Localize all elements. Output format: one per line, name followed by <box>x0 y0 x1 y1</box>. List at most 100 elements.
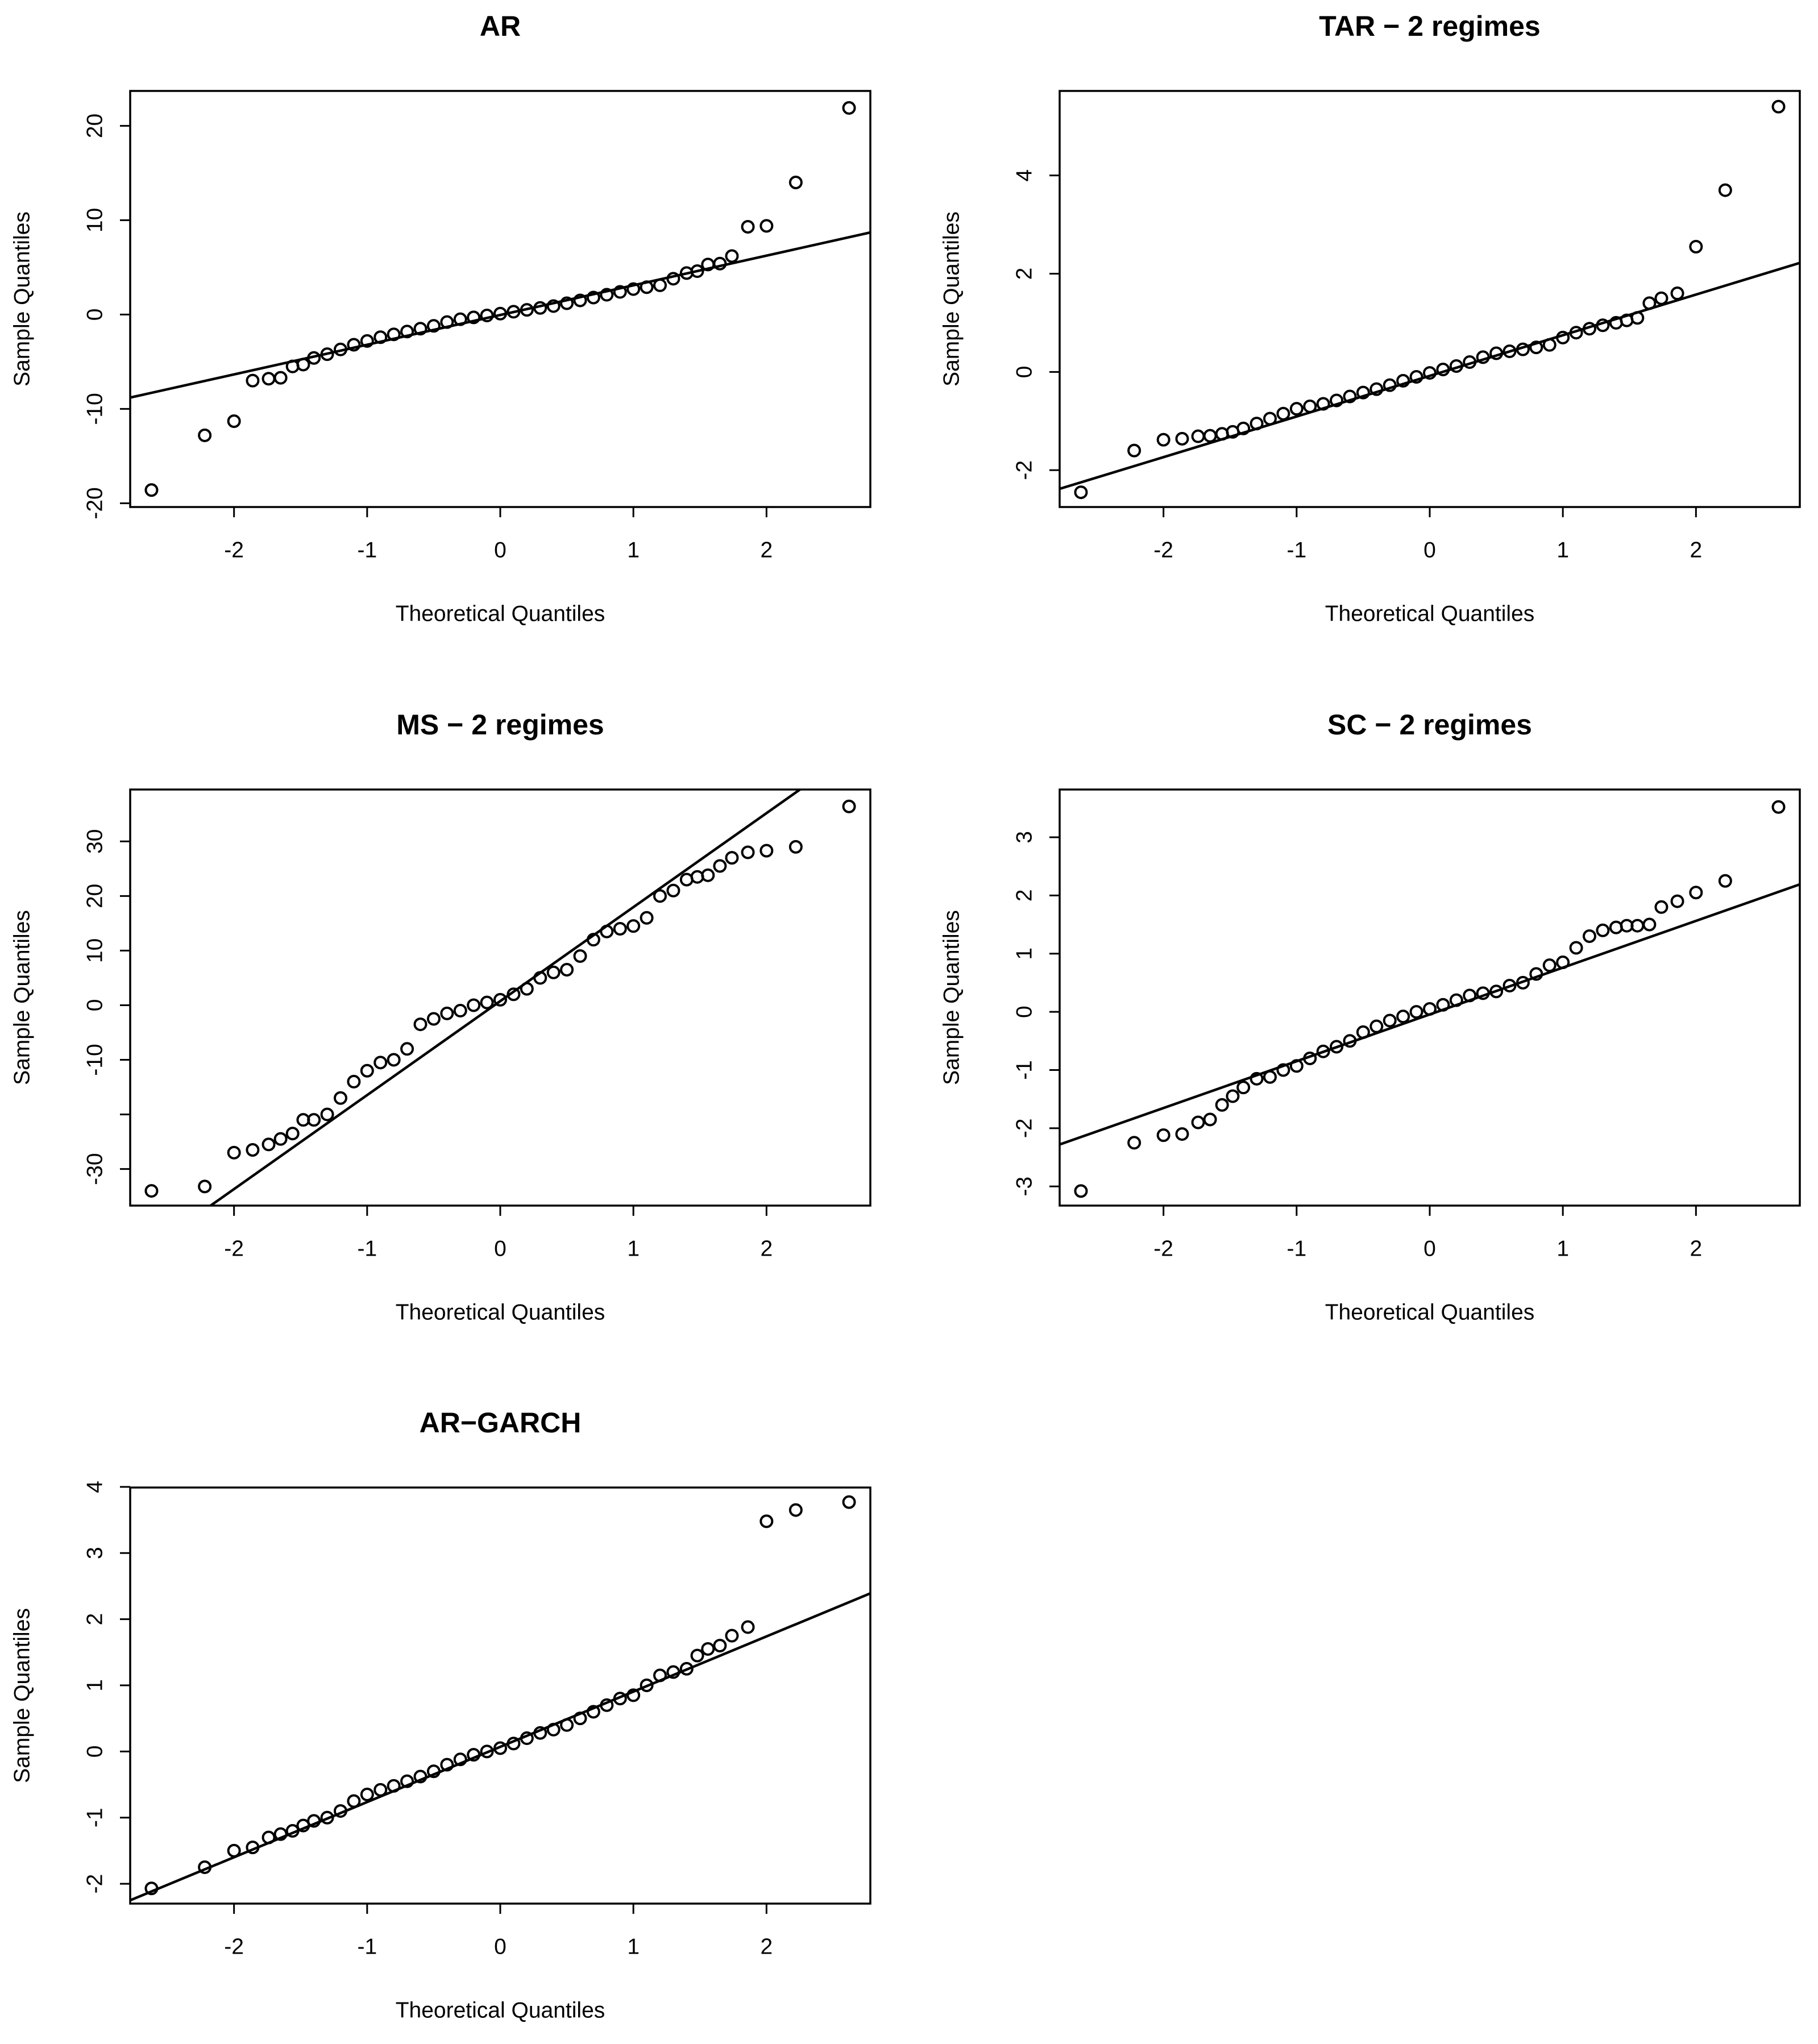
point <box>586 290 600 305</box>
point <box>725 851 739 865</box>
point <box>493 306 507 321</box>
panel: MS − 2 regimes Theoretical Quantiles Sampl… <box>10 709 871 1324</box>
point <box>1156 433 1171 447</box>
point <box>467 310 481 325</box>
point <box>600 924 614 938</box>
point <box>573 293 587 308</box>
x-tick-label: 0 <box>494 538 507 562</box>
point <box>387 1053 401 1067</box>
point <box>1175 431 1189 446</box>
point <box>713 859 727 873</box>
x-tick-label: 1 <box>627 538 640 562</box>
point <box>387 327 401 342</box>
point <box>533 301 547 315</box>
x-tick-label: 1 <box>1556 1236 1569 1261</box>
point <box>1670 286 1684 301</box>
point <box>701 1642 715 1656</box>
point <box>227 414 241 428</box>
point <box>586 933 600 947</box>
point <box>333 342 347 356</box>
point <box>285 1127 300 1141</box>
point <box>273 1132 288 1146</box>
point <box>273 1827 288 1841</box>
panel-title: AR−GARCH <box>420 1407 582 1439</box>
y-tick-label: -2 <box>1012 460 1036 480</box>
x-tick-label: -1 <box>357 1934 377 1959</box>
point <box>725 249 739 263</box>
point <box>320 347 334 362</box>
point <box>666 1665 680 1679</box>
point <box>400 325 414 339</box>
point <box>440 315 454 329</box>
x-tick-label: -2 <box>224 1934 244 1959</box>
point <box>1250 1071 1264 1086</box>
point <box>320 1810 334 1825</box>
point <box>307 351 321 365</box>
point <box>1156 1128 1171 1143</box>
point <box>690 1648 704 1663</box>
point <box>626 919 641 933</box>
point <box>1303 1051 1317 1065</box>
point <box>741 1620 755 1634</box>
point <box>1449 993 1463 1007</box>
x-axis-label: Theoretical Quantiles <box>1325 601 1535 626</box>
point <box>296 358 310 372</box>
point <box>507 987 521 1002</box>
x-tick-label: 2 <box>1690 538 1702 562</box>
point <box>679 1661 694 1676</box>
point <box>1463 355 1477 369</box>
point <box>1074 485 1088 500</box>
point <box>1569 326 1583 340</box>
point <box>1203 1112 1217 1127</box>
point <box>1356 1025 1370 1039</box>
point <box>507 1736 521 1751</box>
point <box>262 1830 276 1844</box>
point <box>440 1758 454 1772</box>
y-tick-label: -2 <box>82 1874 107 1894</box>
point <box>1423 366 1437 380</box>
point <box>493 992 507 1007</box>
point <box>653 889 667 903</box>
x-tick-label: 1 <box>627 1934 640 1959</box>
point <box>1175 1127 1189 1141</box>
x-axis-label: Theoretical Quantiles <box>396 1300 605 1324</box>
point <box>400 1042 414 1056</box>
point <box>713 1639 727 1653</box>
y-tick-label: 30 <box>82 829 107 854</box>
y-tick-label: -1 <box>1012 1060 1036 1080</box>
point <box>1489 346 1504 360</box>
point <box>307 1814 321 1828</box>
y-tick-label: 20 <box>82 114 107 138</box>
point <box>1771 800 1786 814</box>
x-axis-label: Theoretical Quantiles <box>1325 1300 1535 1324</box>
point <box>1689 886 1703 900</box>
point <box>307 1113 321 1127</box>
point <box>227 1145 241 1160</box>
point <box>759 219 774 233</box>
x-axis-label: Theoretical Quantiles <box>396 601 605 626</box>
y-tick-label: 1 <box>1012 948 1036 960</box>
point <box>1074 1184 1088 1198</box>
point <box>1718 183 1732 197</box>
point <box>246 1841 260 1855</box>
point <box>1630 311 1645 325</box>
y-tick-label: -3 <box>1012 1177 1036 1197</box>
panel: TAR − 2 regimes Theoretical Quantiles Samp… <box>939 10 1801 626</box>
y-axis-label: Sample Quantiles <box>10 910 34 1085</box>
point <box>1409 369 1423 384</box>
x-tick-label: -2 <box>1153 1236 1173 1261</box>
x-tick-label: -1 <box>1286 538 1306 562</box>
point <box>1529 967 1543 981</box>
point <box>373 1783 388 1797</box>
point <box>520 982 534 996</box>
x-tick-label: 2 <box>760 1934 773 1959</box>
point <box>600 1698 614 1712</box>
point <box>453 312 467 326</box>
x-axis-label: Theoretical Quantiles <box>396 1998 605 2022</box>
y-tick-label: 4 <box>82 1481 107 1493</box>
point <box>144 1184 159 1198</box>
y-tick-label: -20 <box>82 487 107 519</box>
y-tick-label: 0 <box>82 309 107 321</box>
y-tick-label: 2 <box>1012 268 1036 280</box>
point <box>360 334 374 348</box>
